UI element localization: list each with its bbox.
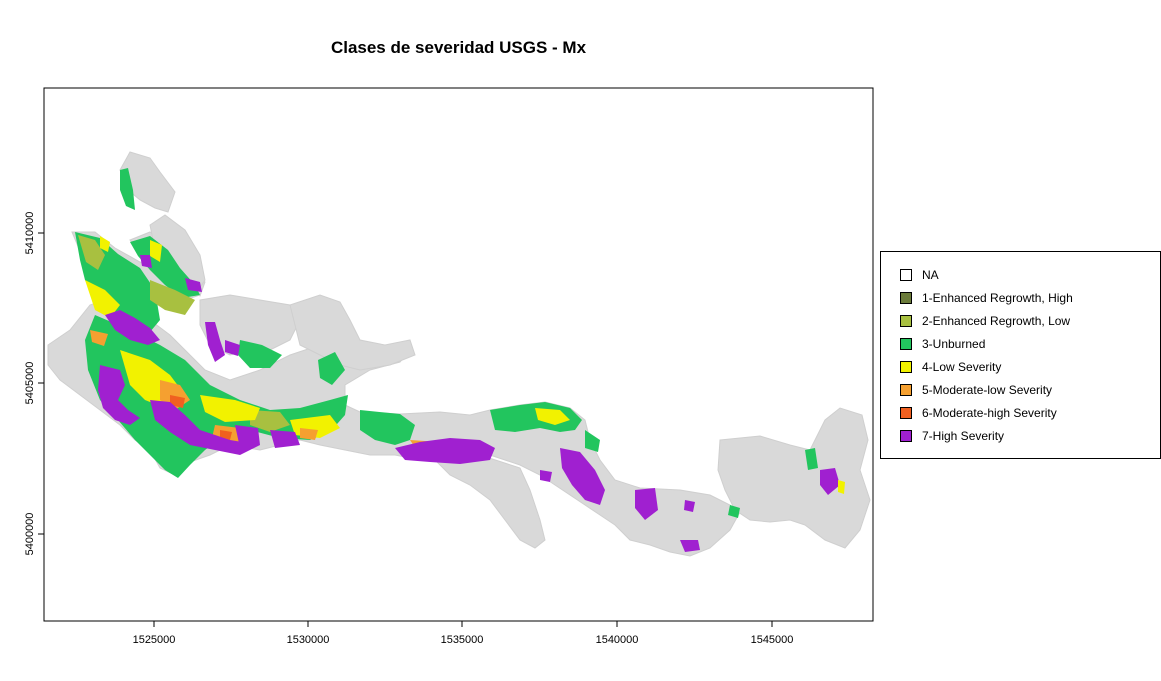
map-title: Clases de severidad USGS - Mx	[330, 38, 587, 57]
legend-label: 7-High Severity	[922, 429, 1005, 443]
legend-label: 4-Low Severity	[922, 360, 1002, 374]
legend-swatch	[900, 315, 912, 327]
y-tick-label: 5400000	[24, 513, 36, 556]
severity-patches	[75, 168, 845, 552]
legend-swatch	[900, 338, 912, 350]
legend-label: 5-Moderate-low Severity	[922, 383, 1053, 397]
legend-item-7: 7-High Severity	[900, 428, 1004, 444]
x-tick-label: 1540000	[596, 634, 639, 646]
plot-frame	[43, 87, 874, 622]
x-tick-label: 1525000	[133, 634, 176, 646]
legend-label: NA	[922, 268, 939, 282]
y-tick-label: 5405000	[24, 362, 36, 405]
x-tick-labels: 1525000 1530000 1535000 1540000 1545000	[133, 634, 794, 646]
legend-item-6: 6-Moderate-high Severity	[900, 405, 1057, 421]
legend-swatch	[900, 269, 912, 281]
legend-label: 1-Enhanced Regrowth, High	[922, 291, 1073, 305]
legend-item-5: 5-Moderate-low Severity	[900, 382, 1052, 398]
legend-item-na: NA	[900, 267, 939, 283]
legend-item-2: 2-Enhanced Regrowth, Low	[900, 313, 1070, 329]
x-tick-label: 1545000	[751, 634, 794, 646]
x-tick-label: 1535000	[441, 634, 484, 646]
legend-item-1: 1-Enhanced Regrowth, High	[900, 290, 1073, 306]
legend-label: 6-Moderate-high Severity	[922, 406, 1057, 420]
legend: NA 1-Enhanced Regrowth, High 2-Enhanced …	[880, 251, 1161, 459]
x-tick-label: 1530000	[287, 634, 330, 646]
legend-label: 3-Unburned	[922, 337, 986, 351]
legend-swatch	[900, 430, 912, 442]
legend-swatch	[900, 407, 912, 419]
y-tick-labels: 5400000 5405000 5410000	[24, 212, 36, 556]
legend-label: 2-Enhanced Regrowth, Low	[922, 314, 1071, 328]
legend-swatch	[900, 292, 912, 304]
legend-swatch	[900, 361, 912, 373]
legend-item-3: 3-Unburned	[900, 336, 985, 352]
y-tick-label: 5410000	[24, 212, 36, 255]
legend-swatch	[900, 384, 912, 396]
legend-item-4: 4-Low Severity	[900, 359, 1001, 375]
x-axis	[153, 621, 773, 627]
y-axis	[38, 232, 44, 535]
